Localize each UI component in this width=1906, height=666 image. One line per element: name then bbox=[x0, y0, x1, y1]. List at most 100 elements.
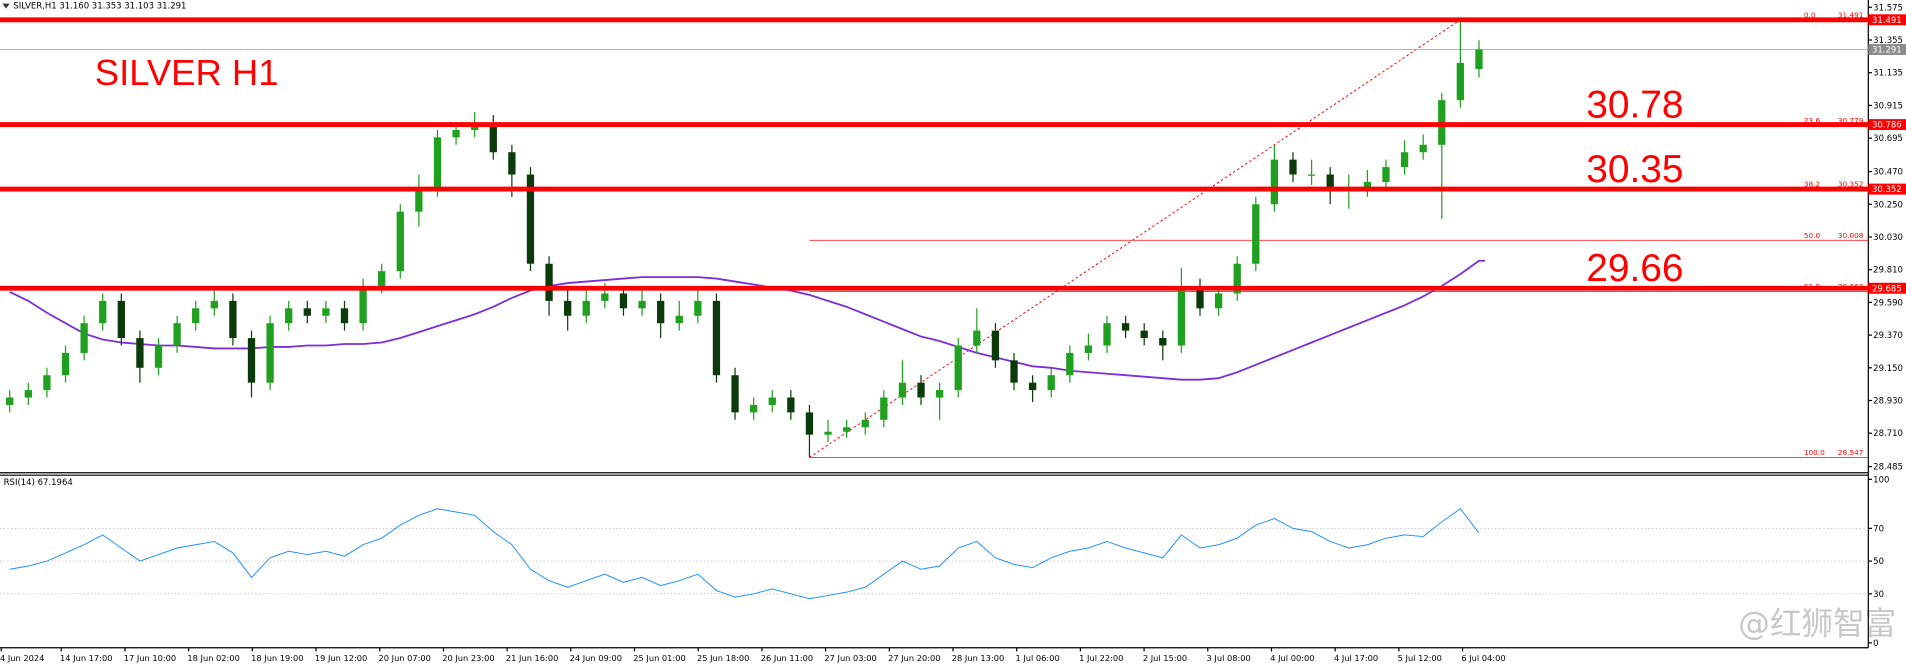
candle-body bbox=[545, 263, 553, 301]
candle-body bbox=[731, 375, 739, 413]
candle-body bbox=[1028, 382, 1037, 391]
candle-body bbox=[824, 431, 832, 435]
candle-body bbox=[61, 352, 70, 376]
x-tick-label: 28 Jun 13:00 bbox=[952, 653, 1004, 663]
annotation: 29.66 bbox=[1586, 247, 1683, 290]
candle-body bbox=[619, 293, 628, 309]
candle-body bbox=[935, 390, 944, 398]
level-price-box bbox=[1868, 119, 1906, 131]
fib-price-label: 30.779 bbox=[1838, 116, 1864, 125]
x-tick-label: 25 Jun 18:00 bbox=[697, 653, 749, 663]
x-tick-label: 6 Jul 04:00 bbox=[1461, 653, 1505, 663]
candle-body bbox=[898, 382, 907, 398]
y-tick-label: 28.710 bbox=[1873, 429, 1903, 439]
y-tick-label: 29.150 bbox=[1873, 364, 1903, 374]
x-tick-label: 27 Jun 20:00 bbox=[888, 653, 940, 663]
candle-body bbox=[991, 330, 1000, 361]
level-price-box bbox=[1868, 183, 1906, 195]
x-tick-label: 4 Jun 2024 bbox=[0, 653, 44, 663]
y-tick-label: 30.250 bbox=[1873, 200, 1903, 210]
candle-body bbox=[80, 323, 88, 353]
fib-price-label: 31.491 bbox=[1838, 10, 1863, 19]
candle-body bbox=[136, 338, 144, 368]
chart-title: SILVER H1 bbox=[95, 52, 279, 93]
candle-body bbox=[712, 300, 721, 376]
candle-body bbox=[1400, 152, 1409, 168]
candle-body bbox=[768, 397, 776, 405]
candle-body bbox=[1475, 49, 1483, 69]
x-tick-label: 4 Jul 17:00 bbox=[1334, 653, 1378, 663]
fib-price-label: 30.352 bbox=[1838, 180, 1863, 189]
candle-body bbox=[322, 308, 330, 316]
candle-body bbox=[396, 211, 404, 272]
level-price-box bbox=[1868, 282, 1906, 294]
fib-level-label: 38.2 bbox=[1804, 180, 1820, 189]
x-tick-label: 14 Jun 17:00 bbox=[60, 653, 112, 663]
candle-body bbox=[1233, 263, 1241, 294]
fib-price-label: 28.547 bbox=[1838, 448, 1864, 457]
y-tick-label: 29.810 bbox=[1873, 266, 1903, 276]
candle-body bbox=[1289, 159, 1297, 175]
candle-body bbox=[24, 390, 32, 398]
candle-body bbox=[861, 419, 869, 428]
candle-body bbox=[1121, 323, 1130, 331]
candle-body bbox=[1066, 352, 1074, 376]
candle-body bbox=[340, 308, 349, 324]
candle-body bbox=[1363, 181, 1372, 190]
annotation: 30.35 bbox=[1586, 148, 1683, 191]
y-tick-label: 31.575 bbox=[1873, 3, 1903, 13]
level-price-label: 30.786 bbox=[1872, 121, 1902, 131]
y-tick-label: 30.470 bbox=[1873, 168, 1903, 178]
candle-body bbox=[359, 286, 367, 324]
candle-body bbox=[954, 345, 962, 391]
x-tick-label: 5 Jul 12:00 bbox=[1398, 653, 1442, 663]
candle-body bbox=[1326, 174, 1334, 190]
candle-body bbox=[452, 129, 460, 138]
candle-body bbox=[508, 152, 516, 175]
candle-body bbox=[1307, 174, 1316, 176]
candle-body bbox=[657, 300, 665, 324]
level-price-label: 31.491 bbox=[1872, 16, 1902, 26]
x-tick-label: 4 Jul 00:00 bbox=[1270, 653, 1314, 663]
candle-body bbox=[1382, 167, 1390, 182]
candle-body bbox=[1456, 63, 1465, 101]
candle-body bbox=[917, 382, 925, 398]
x-tick-label: 2 Jul 15:00 bbox=[1143, 653, 1187, 663]
fib-trendline bbox=[809, 19, 1461, 458]
candle-body bbox=[1214, 293, 1223, 309]
x-tick-label: 17 Jun 10:00 bbox=[124, 653, 176, 663]
candle-body bbox=[1196, 286, 1204, 309]
y-tick-label: 31.135 bbox=[1873, 69, 1903, 79]
candle-body bbox=[1010, 360, 1018, 383]
rsi-tick-label: 0 bbox=[1873, 639, 1878, 649]
candle-body bbox=[1103, 323, 1111, 346]
x-tick-label: 26 Jun 11:00 bbox=[761, 653, 813, 663]
candle-body bbox=[229, 300, 237, 339]
candle-body bbox=[117, 300, 125, 339]
candle-body bbox=[99, 300, 107, 324]
candle-body bbox=[787, 397, 795, 413]
candle-body bbox=[489, 122, 497, 153]
header-arrow bbox=[2, 3, 10, 9]
y-tick-label: 29.370 bbox=[1873, 331, 1903, 341]
fib-level-label: 23.6 bbox=[1804, 116, 1821, 125]
candle-body bbox=[582, 300, 590, 316]
candle-body bbox=[526, 174, 535, 264]
candle-body bbox=[1084, 345, 1093, 353]
y-tick-label: 28.485 bbox=[1873, 463, 1903, 473]
x-tick-label: 20 Jun 23:00 bbox=[442, 653, 494, 663]
candle-body bbox=[1140, 330, 1148, 339]
y-tick-label: 30.915 bbox=[1873, 101, 1903, 111]
y-tick-label: 30.695 bbox=[1873, 134, 1903, 144]
fib-price-label: 30.008 bbox=[1838, 231, 1864, 240]
x-tick-label: 20 Jun 07:00 bbox=[379, 653, 431, 663]
candle-body bbox=[694, 300, 702, 316]
x-tick-label: 24 Jun 09:00 bbox=[570, 653, 622, 663]
candle-body bbox=[1047, 375, 1055, 391]
candle-body bbox=[1419, 144, 1427, 153]
x-tick-label: 1 Jul 06:00 bbox=[1015, 653, 1059, 663]
header: SILVER,H1 31.160 31.353 31.103 31.291 bbox=[13, 2, 186, 12]
candle-body bbox=[842, 427, 851, 432]
x-tick-label: 19 Jun 12:00 bbox=[315, 653, 367, 663]
candle-body bbox=[880, 397, 888, 420]
